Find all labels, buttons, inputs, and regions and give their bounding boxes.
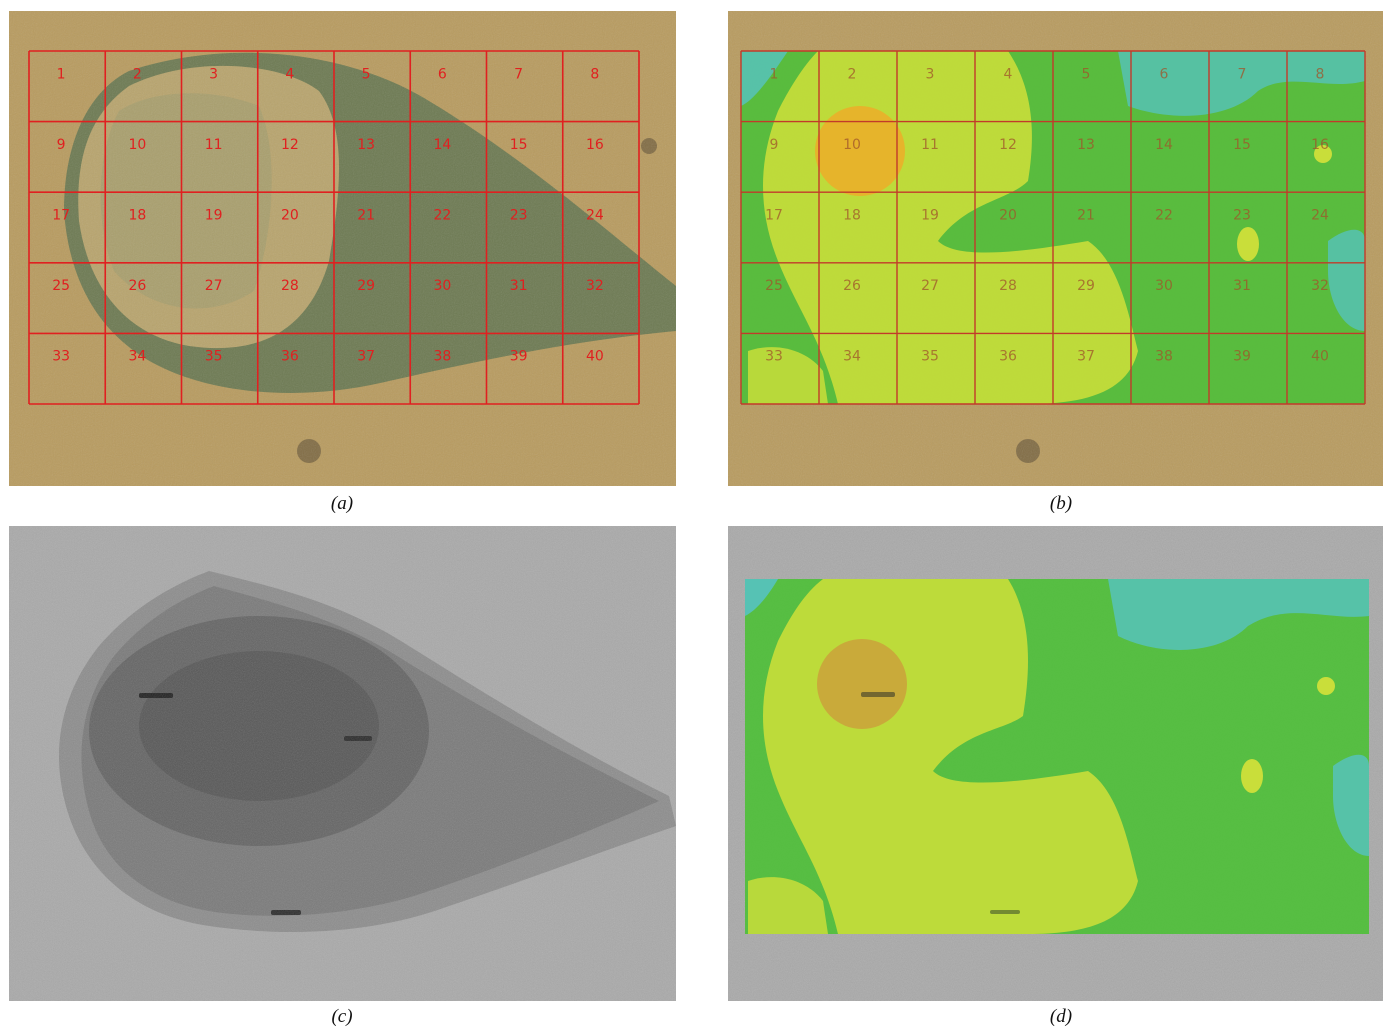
grid-cell-label: 21	[357, 208, 375, 224]
grid-cell-label: 32	[1311, 278, 1329, 294]
grid-cell-label: 10	[843, 137, 861, 153]
tem-image-c	[9, 526, 676, 1001]
grid-cell-label: 3	[209, 66, 218, 82]
grid-cell-label: 34	[128, 349, 146, 365]
grid-cell-label: 38	[433, 349, 451, 365]
grid-cell-label: 31	[510, 278, 528, 294]
grid-cell-label: 8	[590, 66, 599, 82]
grid-cell-label: 39	[510, 349, 528, 365]
grid-cell-label: 12	[999, 137, 1017, 153]
grid-cell-label: 28	[999, 278, 1017, 294]
grid-cell-label: 5	[362, 66, 371, 82]
grid-cell-label: 4	[285, 66, 294, 82]
grid-cell-label: 6	[1160, 66, 1169, 82]
grid-cell-label: 30	[1155, 278, 1173, 294]
grid-cell-label: 29	[357, 278, 375, 294]
grid-cell-label: 34	[843, 349, 861, 365]
grid-cell-label: 7	[514, 66, 523, 82]
grid-cell-label: 16	[1311, 137, 1329, 153]
grid-cell-label: 40	[586, 349, 604, 365]
grid-cell-label: 9	[57, 137, 66, 153]
grid-cell-label: 14	[433, 137, 451, 153]
grid-cell-label: 19	[921, 208, 939, 224]
grid-cell-label: 18	[843, 208, 861, 224]
grid-cell-label: 11	[921, 137, 939, 153]
grid-cell-label: 2	[133, 66, 142, 82]
grid-cell-label: 16	[586, 137, 604, 153]
grid-cell-label: 19	[205, 208, 223, 224]
grid-cell-label: 39	[1233, 349, 1251, 365]
grid-cell-label: 26	[843, 278, 861, 294]
grid-cell-label: 25	[765, 278, 783, 294]
grid-cell-label: 14	[1155, 137, 1173, 153]
panel-a-optical-grid: 1 2 3 4 5 6 7 8 9 10 11 12 13 14 15 16 17 18 19 20 21 22 23 24 2…	[9, 11, 676, 486]
grid-cell-label: 23	[510, 208, 528, 224]
tem-image-d	[728, 526, 1383, 1001]
grid-cell-label: 22	[1155, 208, 1173, 224]
grid-cell-label: 10	[128, 137, 146, 153]
grid-cell-label: 29	[1077, 278, 1095, 294]
grid-cell-label: 20	[281, 208, 299, 224]
grid-cell-label: 6	[438, 66, 447, 82]
grid-cell-label: 35	[921, 349, 939, 365]
grid-cell-label: 5	[1082, 66, 1091, 82]
grid-cell-label: 24	[586, 208, 604, 224]
panel-c-tem	[9, 526, 676, 1001]
grid-cell-label: 28	[281, 278, 299, 294]
grid-cell-label: 32	[586, 278, 604, 294]
grid-cell-label: 17	[765, 208, 783, 224]
grid-cell-label: 1	[770, 66, 779, 82]
grid-cell-label: 38	[1155, 349, 1173, 365]
grid-cell-label: 7	[1238, 66, 1247, 82]
grid-cell-label: 11	[205, 137, 223, 153]
grid-cell-label: 15	[1233, 137, 1251, 153]
grid-cell-label: 1	[57, 66, 66, 82]
grid-cell-label: 2	[848, 66, 857, 82]
grid-cell-label: 36	[281, 349, 299, 365]
grid-cell-label: 9	[770, 137, 779, 153]
panel-d-tem-map	[728, 526, 1383, 1001]
grid-cell-label: 4	[1004, 66, 1013, 82]
noise-overlay	[9, 11, 676, 486]
grid-cell-label: 12	[281, 137, 299, 153]
grid-cell-label: 18	[128, 208, 146, 224]
caption-d: (d)	[1049, 1006, 1073, 1027]
panel-b-optical-map: 1 2 3 4 5 6 7 8 9 10 11 12 13 14 15 16 17 18 19 20 21 22 23 24 2…	[728, 11, 1383, 486]
grid-cell-label: 36	[999, 349, 1017, 365]
grid-cell-label: 30	[433, 278, 451, 294]
grid-cell-label: 24	[1311, 208, 1329, 224]
grid-cell-label: 21	[1077, 208, 1095, 224]
grid-cell-label: 37	[1077, 349, 1095, 365]
grid-cell-label: 27	[205, 278, 223, 294]
grid-cell-label: 31	[1233, 278, 1251, 294]
grid-cell-label: 33	[765, 349, 783, 365]
grid-cell-label: 13	[1077, 137, 1095, 153]
grid-cell-label: 20	[999, 208, 1017, 224]
grid-cell-label: 25	[52, 278, 70, 294]
grid-cell-label: 23	[1233, 208, 1251, 224]
caption-c: (c)	[331, 1006, 353, 1027]
grid-cell-label: 40	[1311, 349, 1329, 365]
caption-b: (b)	[1049, 493, 1073, 514]
grid-cell-label: 15	[510, 137, 528, 153]
grid-cell-label: 26	[128, 278, 146, 294]
grid-cell-label: 8	[1316, 66, 1325, 82]
color-map-overlay	[745, 579, 1369, 934]
grid-cell-label: 35	[205, 349, 223, 365]
noise-overlay	[9, 526, 676, 1001]
grid-cell-label: 13	[357, 137, 375, 153]
caption-a: (a)	[330, 493, 354, 514]
grid-cell-label: 3	[926, 66, 935, 82]
grid-cell-label: 27	[921, 278, 939, 294]
grid-cell-label: 22	[433, 208, 451, 224]
grid-cell-label: 17	[52, 208, 70, 224]
grid-cell-label: 37	[357, 349, 375, 365]
grid-cell-label: 33	[52, 349, 70, 365]
